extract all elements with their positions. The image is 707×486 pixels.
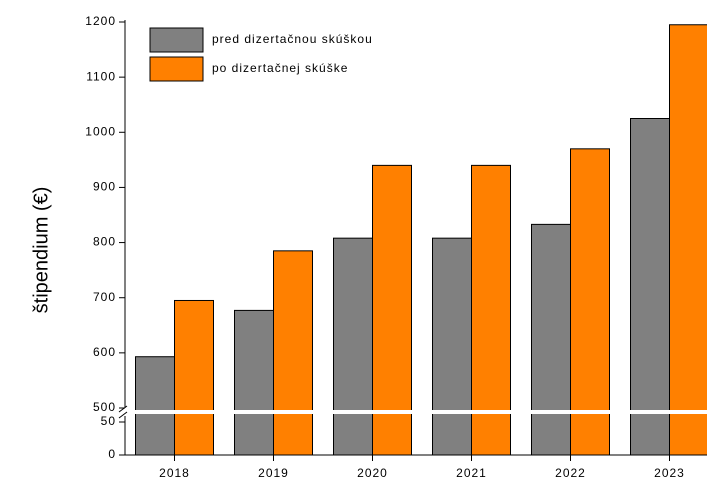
bar [669,24,707,456]
y-tick-label: 500 [93,400,116,414]
y-tick-label: 50 [101,414,116,428]
y-tick-label: 700 [93,290,116,304]
bar [135,356,175,456]
bar [630,118,670,456]
x-tick-label: 2019 [258,466,289,480]
legend-label: po dizertačnej skúške [212,61,348,75]
x-tick-label: 2021 [456,466,487,480]
legend-swatch [149,56,204,82]
x-tick-label: 2020 [357,466,388,480]
y-tick-label: 800 [93,235,116,249]
bar [273,250,313,456]
bar [234,309,274,456]
axis-break [115,410,707,414]
y-tick-label: 900 [93,180,116,194]
bar [570,148,610,456]
x-tick-label: 2023 [654,466,685,480]
y-tick-label: 0 [108,447,116,461]
break-mark [118,411,128,419]
bar [372,164,412,456]
bar [174,299,214,456]
y-tick-label: 1000 [85,124,116,138]
break-mark [118,405,128,413]
y-tick-label: 1200 [85,14,116,28]
y-axis-label: štipendium (€) [30,187,52,314]
bar [471,164,511,456]
bar [531,223,571,456]
legend-swatch [149,27,204,53]
y-tick-label: 600 [93,345,116,359]
bar [432,237,472,456]
bar [333,237,373,456]
x-tick-label: 2018 [159,466,190,480]
x-tick-label: 2022 [555,466,586,480]
legend-label: pred dizertačnou skúškou [212,32,373,46]
y-tick-label: 1100 [86,69,116,83]
